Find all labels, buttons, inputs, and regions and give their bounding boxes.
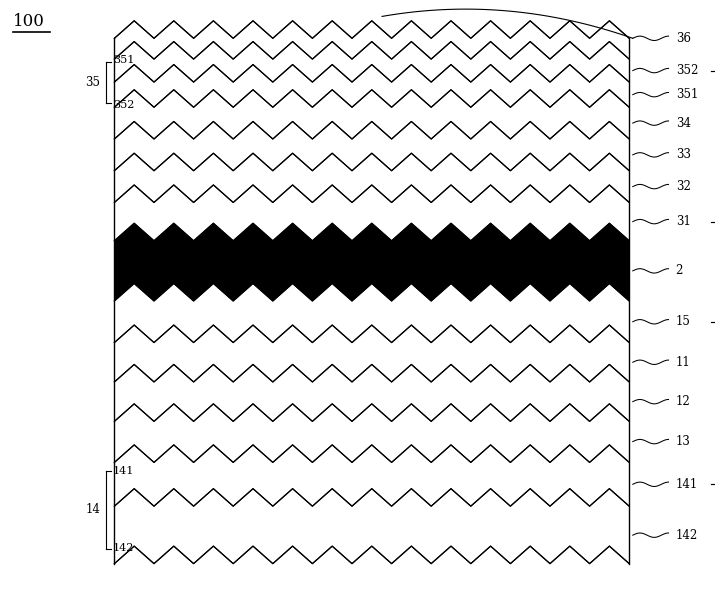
Text: 351: 351 bbox=[676, 88, 698, 101]
Polygon shape bbox=[114, 41, 629, 82]
Text: 142: 142 bbox=[676, 529, 698, 542]
Text: 352: 352 bbox=[113, 100, 134, 110]
Polygon shape bbox=[114, 404, 629, 462]
Text: 33: 33 bbox=[676, 148, 691, 161]
Text: 11: 11 bbox=[676, 356, 691, 369]
Polygon shape bbox=[114, 489, 629, 564]
Polygon shape bbox=[114, 90, 629, 139]
Text: 141: 141 bbox=[676, 478, 698, 491]
Polygon shape bbox=[114, 284, 629, 343]
Polygon shape bbox=[114, 445, 629, 506]
Polygon shape bbox=[114, 153, 629, 203]
Text: 142: 142 bbox=[113, 543, 134, 553]
Polygon shape bbox=[114, 223, 629, 301]
Polygon shape bbox=[114, 122, 629, 171]
Text: 351: 351 bbox=[113, 55, 134, 65]
Text: 352: 352 bbox=[676, 64, 698, 77]
Text: 34: 34 bbox=[676, 116, 691, 129]
Text: 2: 2 bbox=[676, 264, 683, 277]
Polygon shape bbox=[114, 365, 629, 421]
Polygon shape bbox=[114, 21, 629, 59]
Text: 35: 35 bbox=[85, 76, 100, 89]
Text: 31: 31 bbox=[676, 215, 691, 228]
Text: 12: 12 bbox=[676, 395, 691, 408]
Text: 13: 13 bbox=[676, 435, 691, 448]
Text: 14: 14 bbox=[85, 503, 100, 516]
Polygon shape bbox=[114, 325, 629, 382]
Text: 100: 100 bbox=[13, 14, 45, 30]
Text: 36: 36 bbox=[676, 32, 691, 45]
Polygon shape bbox=[114, 64, 629, 107]
Text: 141: 141 bbox=[113, 466, 134, 476]
Text: 15: 15 bbox=[676, 315, 691, 328]
Text: 32: 32 bbox=[676, 180, 691, 193]
Polygon shape bbox=[114, 185, 629, 241]
